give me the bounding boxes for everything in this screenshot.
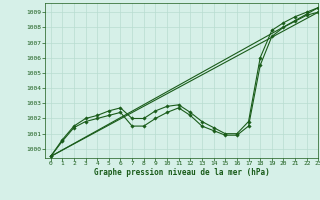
X-axis label: Graphe pression niveau de la mer (hPa): Graphe pression niveau de la mer (hPa) [94,168,269,177]
